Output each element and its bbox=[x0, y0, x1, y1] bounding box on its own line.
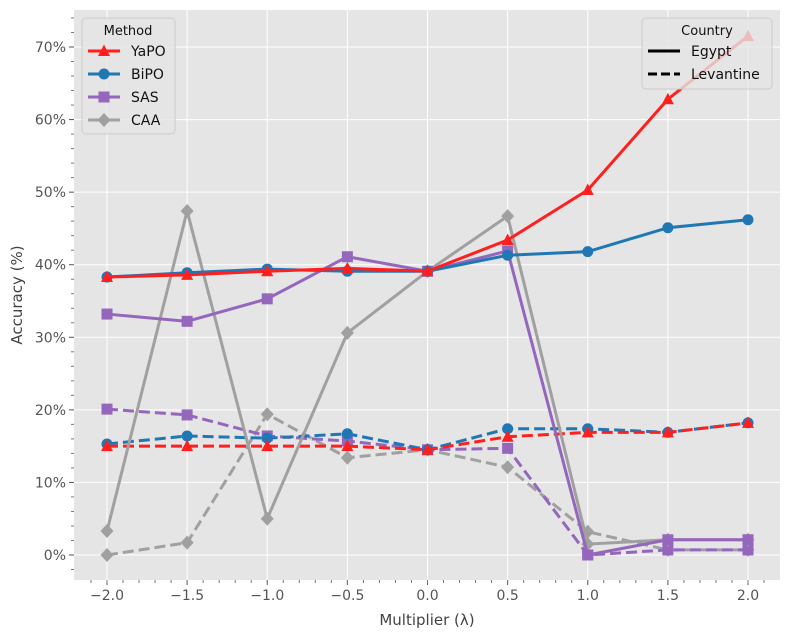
legend-label: CAA bbox=[131, 113, 161, 129]
data-point bbox=[421, 264, 434, 277]
legend-label: YaPO bbox=[130, 44, 166, 60]
data-point bbox=[661, 425, 674, 438]
legend-entry-egypt: Egypt bbox=[648, 44, 732, 60]
legend-title: Method bbox=[104, 24, 153, 39]
data-point bbox=[582, 549, 594, 561]
data-point bbox=[662, 534, 674, 546]
data-point bbox=[180, 204, 194, 219]
data-point bbox=[582, 246, 594, 258]
data-point bbox=[742, 544, 754, 556]
data-point bbox=[341, 428, 353, 440]
data-point bbox=[261, 293, 273, 305]
data-point bbox=[581, 183, 594, 195]
legend-entry-sas: SAS bbox=[88, 90, 159, 106]
legend-method: Method YaPO BiPO SAS CAA bbox=[81, 17, 176, 135]
legend-label: Levantine bbox=[691, 67, 760, 83]
data-point bbox=[340, 325, 354, 340]
data-point bbox=[100, 548, 114, 562]
y-tick-label: 40% bbox=[35, 258, 66, 274]
y-tick-label: 50% bbox=[35, 185, 66, 201]
data-point bbox=[502, 442, 514, 454]
x-tick-label: −1.5 bbox=[170, 588, 204, 604]
data-point bbox=[101, 403, 113, 415]
data-point bbox=[181, 430, 193, 442]
data-point bbox=[181, 439, 194, 452]
data-point bbox=[662, 222, 674, 234]
series-lines bbox=[100, 29, 755, 562]
data-point bbox=[340, 450, 354, 465]
x-axis-label: Multiplier (λ) bbox=[379, 611, 474, 629]
y-tick-label: 20% bbox=[35, 403, 66, 419]
legend-label: BiPO bbox=[131, 67, 164, 83]
series-yapo-egypt bbox=[101, 29, 754, 283]
legend-country: Country Egypt Levantine bbox=[641, 17, 773, 90]
x-tick-label: −0.5 bbox=[330, 588, 364, 604]
legend-entry-yapo: YaPO bbox=[88, 44, 166, 60]
y-tick-label: 60% bbox=[35, 113, 66, 129]
data-point bbox=[261, 439, 274, 452]
data-point bbox=[341, 261, 354, 274]
x-tick-label: 1.5 bbox=[657, 588, 679, 604]
data-point bbox=[180, 535, 194, 550]
data-point bbox=[181, 409, 193, 421]
data-point bbox=[260, 511, 274, 526]
x-tick-label: 0.5 bbox=[496, 588, 518, 604]
legend-entry-bipo: BiPO bbox=[88, 67, 164, 83]
data-point bbox=[181, 268, 194, 280]
data-point bbox=[101, 308, 113, 320]
data-point bbox=[341, 251, 353, 263]
data-point bbox=[261, 264, 274, 277]
square-marker-icon bbox=[98, 91, 110, 103]
data-point bbox=[661, 92, 674, 105]
data-point bbox=[261, 432, 273, 444]
x-tick-label: 1.0 bbox=[577, 588, 599, 604]
grid bbox=[74, 10, 780, 580]
data-point bbox=[581, 425, 594, 438]
y-tick-label: 30% bbox=[35, 330, 66, 346]
data-point bbox=[742, 214, 754, 226]
data-point bbox=[100, 524, 114, 539]
data-point bbox=[662, 544, 674, 556]
data-point bbox=[502, 423, 514, 435]
data-point bbox=[101, 439, 113, 452]
data-point bbox=[501, 233, 514, 246]
data-point bbox=[101, 270, 113, 283]
x-tick-label: −1.0 bbox=[250, 588, 284, 604]
y-tick-label: 0% bbox=[44, 548, 66, 564]
axes: −2.0 −1.5 −1.0 −0.5 0.0 0.5 1.0 1.5 2.0 0% 10% 20% 3… bbox=[35, 17, 765, 604]
data-point bbox=[502, 249, 514, 261]
legends: Method YaPO BiPO SAS CAA Country Egypt Levantin… bbox=[81, 17, 773, 135]
legend-entry-levantine: Levantine bbox=[648, 67, 760, 83]
data-point bbox=[341, 439, 354, 452]
data-point bbox=[260, 407, 274, 422]
data-point bbox=[742, 416, 754, 428]
x-tick-label: 2.0 bbox=[737, 588, 759, 604]
series-yapo-levantine bbox=[101, 416, 754, 455]
legend-label: SAS bbox=[131, 90, 159, 106]
triangle-marker-icon bbox=[98, 44, 110, 56]
x-tick-label: 0.0 bbox=[416, 588, 438, 604]
data-point bbox=[421, 443, 434, 455]
circle-marker-icon bbox=[98, 68, 110, 80]
data-point bbox=[501, 430, 514, 442]
data-point bbox=[742, 534, 754, 546]
data-point bbox=[501, 460, 515, 475]
legend-title: Country bbox=[681, 24, 733, 39]
legend-entry-caa: CAA bbox=[88, 113, 161, 129]
diamond-marker-icon bbox=[97, 113, 111, 127]
data-point bbox=[181, 315, 193, 327]
data-point bbox=[501, 209, 515, 224]
y-axis-label: Accuracy (%) bbox=[8, 245, 26, 344]
y-tick-label: 70% bbox=[35, 40, 66, 56]
x-tick-label: −2.0 bbox=[90, 588, 124, 604]
y-tick-label: 10% bbox=[35, 475, 66, 491]
legend-label: Egypt bbox=[691, 44, 732, 60]
legend-box bbox=[641, 17, 773, 90]
